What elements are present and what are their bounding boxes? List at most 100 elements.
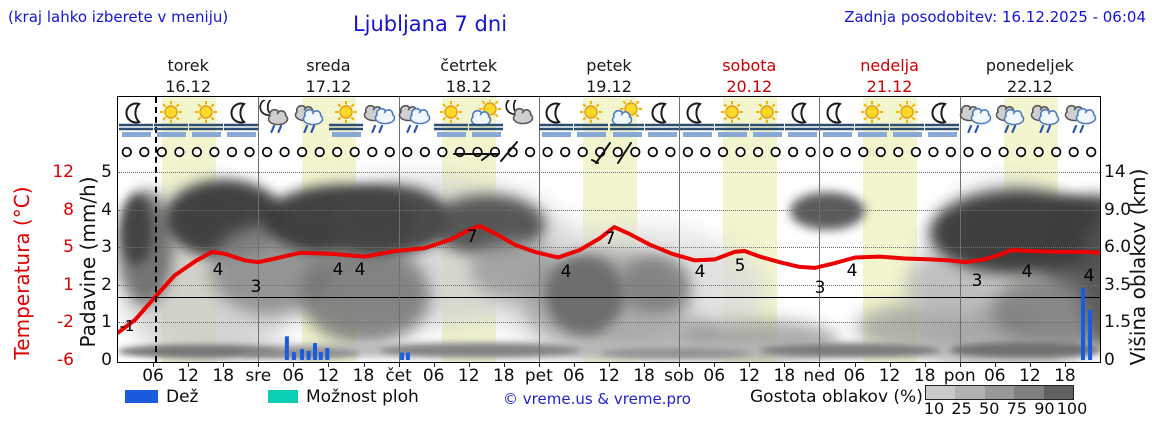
cloud-cover-symbol (384, 146, 395, 158)
cloud-density-blob (790, 192, 865, 230)
cloud-cover-symbol (314, 146, 325, 158)
rain-legend-swatch (125, 390, 158, 403)
cloud-cover-symbol (945, 146, 957, 158)
time-tick-mark (1029, 362, 1031, 367)
time-tick-label: 18 (212, 366, 235, 386)
temperature-axis-title: Temperatura (°C) (10, 186, 34, 360)
cloud-density-scale-value: 90 (1034, 399, 1055, 418)
day-abbr-label: pon (943, 366, 976, 386)
copyright: © vreme.us & vreme.pro (503, 390, 691, 408)
weather-icon-moon-fog (819, 100, 855, 144)
time-tick-label: 12 (457, 366, 480, 386)
day-date: 16.12 (165, 77, 212, 96)
cloud-density-blob (380, 344, 580, 357)
current-time-line (154, 97, 157, 362)
time-tick-mark (398, 362, 400, 367)
time-tick-mark (188, 362, 190, 367)
gridline (118, 284, 1100, 286)
temperature-value-label: 4 (560, 262, 572, 282)
day-name: nedelja (860, 56, 919, 75)
cloud-cover-symbol (279, 146, 290, 158)
cloud-cover-symbol (226, 146, 238, 158)
cloud-cover-symbol (805, 146, 816, 158)
day-name: sobota (722, 56, 777, 75)
cloud-density-scale-segment (984, 386, 1015, 399)
rain-bar (325, 348, 330, 360)
time-tick-label: 18 (352, 366, 375, 386)
cloud-cover-symbol (542, 146, 553, 158)
day-header: ponedeljek 22.12 (986, 55, 1074, 97)
cloud-cover-symbol (735, 146, 746, 158)
rain-bar (318, 352, 323, 360)
cloud-cover-symbol (875, 146, 886, 158)
temperature-value-label: 4 (694, 262, 706, 282)
day-separator (679, 97, 681, 362)
time-tick-label: 12 (738, 366, 761, 386)
precipitation-tick-label: 4 (101, 199, 112, 220)
cloud-cover-symbol (858, 146, 869, 158)
weather-icon-moon-cloud (503, 97, 539, 144)
cloud-cover-symbol (524, 146, 536, 158)
temperature-value-label: 4 (332, 260, 344, 280)
cloud-density-scale-value: 75 (1006, 399, 1027, 418)
time-tick-mark (714, 362, 716, 367)
cloud-cover-symbol (1086, 146, 1097, 158)
cloud-cover-symbol (770, 146, 781, 158)
cloud-density-scale-segment (926, 386, 956, 399)
weather-icon-sun-fog (153, 100, 189, 144)
day-abbr-label: ned (803, 366, 836, 386)
cloud-cover-symbol (963, 146, 974, 158)
cloud-cover-symbol (1015, 146, 1027, 158)
cloud-cover-symbol (419, 146, 431, 158)
temperature-tick-label: 5 (63, 237, 74, 258)
day-date: 20.12 (726, 77, 773, 96)
weather-icon-sun-fog (714, 100, 750, 144)
time-tick-label: 12 (1019, 366, 1041, 386)
rain-bar (313, 343, 317, 360)
cloud-density-blob (545, 255, 625, 335)
cloud-cover-symbol (489, 146, 501, 158)
cloud-density-scale-value: 50 (979, 399, 1000, 418)
time-tick-mark (819, 362, 821, 367)
cloud-density-scale-segment (955, 386, 986, 399)
day-separator (538, 97, 540, 362)
day-separator (819, 97, 821, 362)
cloud-cover-symbol (682, 146, 694, 158)
day-date: 19.12 (586, 77, 632, 96)
cloud-cover-symbol (630, 146, 641, 158)
cloud-cover-symbol (121, 146, 132, 158)
precipitation-tick-label: 5 (101, 162, 112, 182)
time-tick-mark (363, 362, 365, 367)
cloud-height-tick-label: 3.5 (1104, 274, 1132, 295)
weather-icon-clouds-rain (398, 100, 434, 144)
gridline (118, 247, 1100, 249)
page-title: Ljubljana 7 dni (352, 12, 508, 36)
time-tick-mark (573, 362, 575, 367)
rain-bar (405, 352, 410, 360)
meteogram-plot-area: -1 4 3 4 4 7 4 7 4 5 3 4 3 4 4 (118, 97, 1100, 362)
cloud-cover-symbol (980, 146, 992, 158)
temperature-value-label: 3 (971, 271, 983, 291)
temperature-value-label: 7 (466, 227, 478, 247)
time-tick-label: 12 (878, 366, 901, 386)
cloud-cover-symbol (910, 146, 922, 158)
weather-icon-moon-fog (118, 100, 154, 144)
cloud-density-scale-value: 10 (923, 399, 945, 418)
rain-bar (300, 349, 305, 360)
rain-bar (1081, 287, 1085, 360)
weather-icon-moon-fog (644, 100, 680, 144)
time-tick-mark (749, 362, 751, 367)
cloud-density-blob (950, 342, 1100, 358)
weather-icon-clouds-rain (959, 100, 995, 144)
day-date: 22.12 (1006, 77, 1053, 96)
time-tick-mark (924, 362, 926, 367)
day-name: ponedeljek (985, 56, 1074, 75)
cloud-density-blob (760, 344, 940, 357)
weather-icon-cloud-rain (293, 100, 329, 144)
weather-icon-moon-fog (679, 100, 715, 144)
time-tick-mark (609, 362, 610, 367)
weather-icon-clouds-rain (363, 100, 399, 144)
precipitation-tick-label: 2 (101, 274, 112, 295)
temperature-value-label: 3 (250, 277, 262, 297)
